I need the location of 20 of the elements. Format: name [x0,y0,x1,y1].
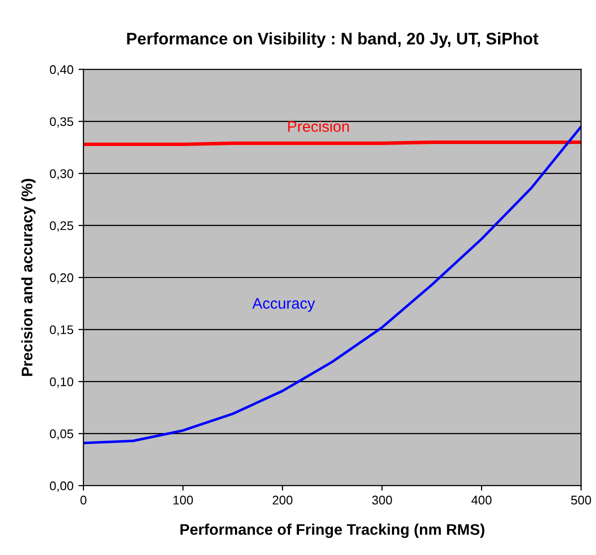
y-tick-label: 0,40 [50,65,74,76]
x-tick-label: 200 [272,496,292,505]
y-tick-label: 0,00 [50,481,74,492]
x-axis-title: Performance of Fringe Tracking (nm RMS) [180,524,484,538]
x-tick-label: 400 [471,496,492,505]
x-tick-label: 500 [571,496,592,505]
x-tick-label: 300 [372,496,392,505]
series-label: Precision [288,120,349,132]
x-tick-label: 0 [80,496,86,505]
x-tick-label: 100 [174,496,193,505]
y-tick-label: 0,30 [50,169,74,180]
y-axis-title: Precision and accuracy (%) [21,178,36,376]
y-tick-label: 0,05 [50,429,74,440]
text: Accuracy [252,298,316,312]
y-tick-label: 0,15 [50,325,74,336]
y-tick-label: 0,35 [50,117,74,128]
chart-title: Performance on Visibility : N band, 20 Jy, UT, SiPhot [127,32,538,48]
y-tick-label: 0,10 [50,377,74,388]
y-tick-label: 0,25 [50,221,74,232]
y-tick-label: 0,20 [50,273,74,284]
